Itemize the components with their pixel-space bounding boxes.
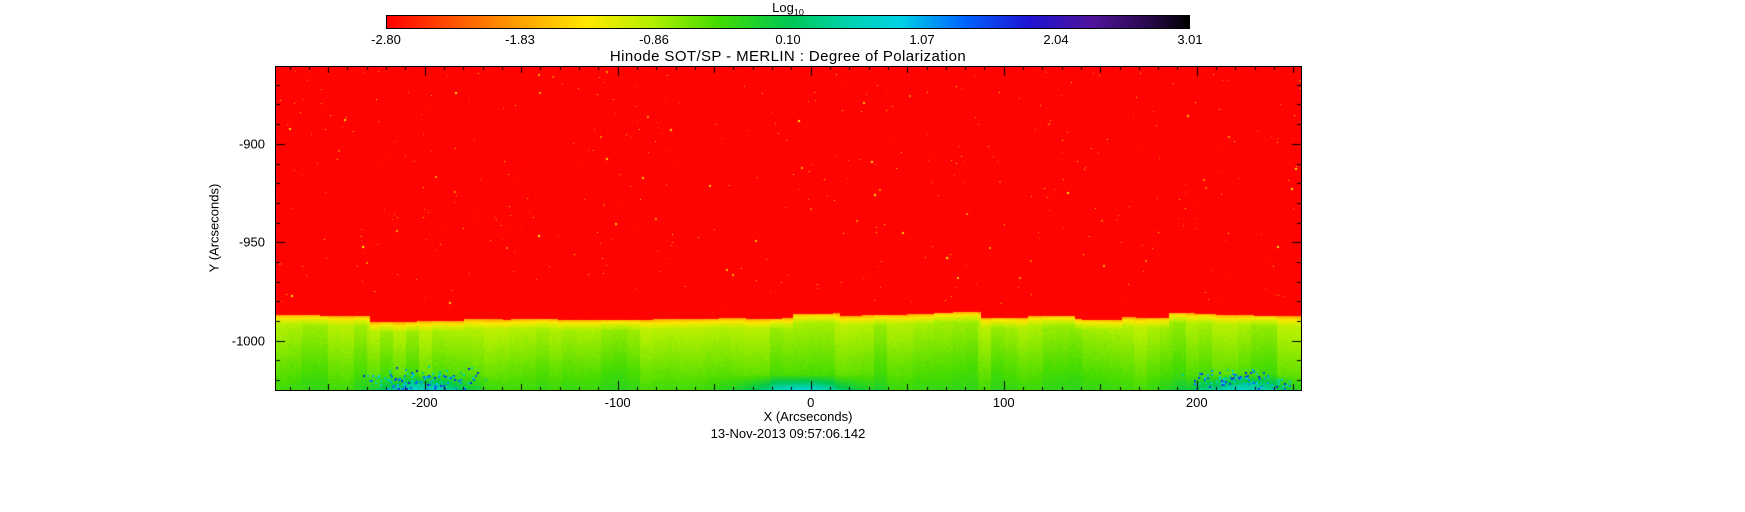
- timestamp-caption: 13-Nov-2013 09:57:06.142: [710, 426, 866, 441]
- colorbar-tick-label: 1.07: [909, 32, 935, 47]
- x-axis-label: X (Arcseconds): [763, 409, 853, 424]
- colorbar-tick-label: 0.10: [775, 32, 801, 47]
- colorbar-title-subscript: 10: [793, 7, 804, 18]
- x-axis-tick-label: 100: [992, 395, 1015, 410]
- colorbar-gradient: [386, 15, 1190, 29]
- colorbar-tick-label: -1.83: [505, 32, 535, 47]
- y-axis-tick-label: -1000: [231, 333, 265, 349]
- heatmap-canvas: [276, 67, 1301, 390]
- y-axis-tick-label: -900: [238, 136, 265, 152]
- y-axis-label: Y (Arcseconds): [206, 183, 222, 273]
- colorbar-tick-label: 3.01: [1177, 32, 1203, 47]
- plot-area: [275, 66, 1302, 391]
- x-axis-tick-label: -200: [411, 395, 438, 410]
- x-axis-tick-label: 200: [1185, 395, 1208, 410]
- colorbar-tick-label: -0.86: [639, 32, 669, 47]
- y-axis-tick-label: -950: [238, 234, 265, 250]
- plot-title: Hinode SOT/SP - MERLIN : Degree of Polar…: [609, 48, 967, 65]
- colorbar-tick-label: 2.04: [1043, 32, 1069, 47]
- colorbar-title-text: Log: [772, 0, 794, 15]
- x-axis-tick-label: -100: [604, 395, 631, 410]
- x-axis-tick-label: 0: [807, 395, 815, 410]
- colorbar-tick-label: -2.80: [371, 32, 401, 47]
- colorbar-title: Log10: [772, 0, 804, 18]
